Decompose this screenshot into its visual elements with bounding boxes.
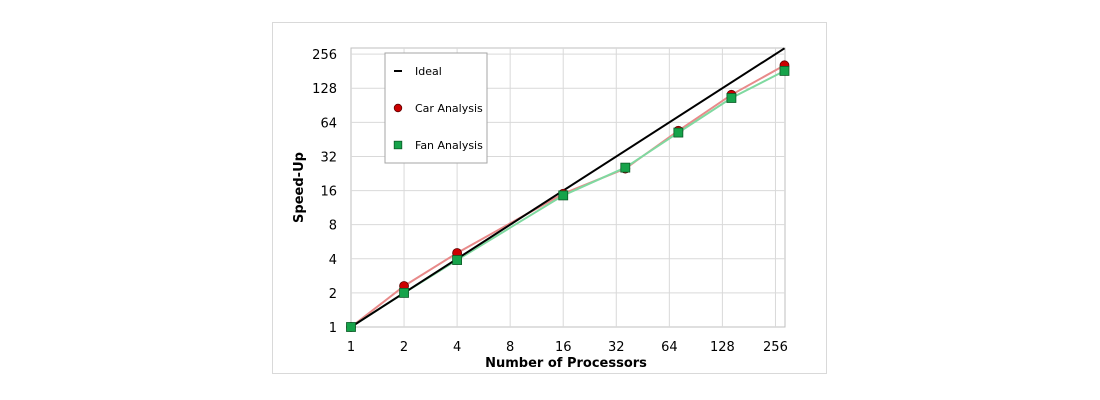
legend-label: Ideal [415, 65, 442, 78]
y-tick-label: 256 [312, 48, 337, 63]
legend: Ideal Car Analysis Fan Analysis [384, 52, 488, 164]
chart-frame: 1 2 4 8 16 32 64 128 256 1 2 4 8 16 32 64 128 256 Number … [272, 22, 827, 374]
speedup-chart: 1 2 4 8 16 32 64 128 256 1 2 4 8 16 32 64 128 256 Number … [292, 47, 790, 371]
data-point [726, 93, 737, 103]
legend-label: Car Analysis [415, 102, 483, 115]
data-point [399, 287, 409, 298]
data-point [673, 127, 684, 138]
x-tick-label: 2 [400, 340, 408, 355]
data-point [620, 162, 631, 173]
x-tick-label: 64 [661, 340, 678, 355]
data-point [346, 322, 356, 332]
x-tick-label: 8 [506, 340, 514, 355]
series-line [350, 47, 786, 328]
y-tick-label: 16 [320, 185, 337, 200]
data-point [558, 190, 569, 201]
y-tick-label: 2 [329, 287, 337, 302]
x-tick-label: 1 [347, 340, 355, 355]
x-tick-label: 4 [453, 340, 461, 355]
series-layer [346, 47, 790, 332]
y-tick-label: 8 [329, 219, 337, 234]
y-tick-label: 64 [320, 116, 337, 131]
x-axis-title: Number of Processors [485, 356, 647, 371]
y-tick-label: 32 [320, 150, 337, 165]
data-point [452, 255, 463, 265]
x-tick-label: 32 [608, 340, 625, 355]
y-axis-title: Speed-Up [292, 152, 307, 223]
y-tick-label: 1 [329, 321, 337, 336]
legend-marker [393, 103, 403, 113]
legend-marker [393, 140, 403, 150]
tick-labels: 1 2 4 8 16 32 64 128 256 1 2 4 8 16 32 64 128 256 [312, 48, 788, 355]
y-tick-label: 4 [329, 253, 337, 268]
x-tick-label: 128 [710, 340, 735, 355]
data-point [779, 66, 790, 76]
x-tick-label: 16 [555, 340, 572, 355]
legend-label: Fan Analysis [415, 139, 483, 152]
x-tick-label: 256 [763, 340, 788, 355]
y-tick-label: 128 [312, 82, 337, 97]
